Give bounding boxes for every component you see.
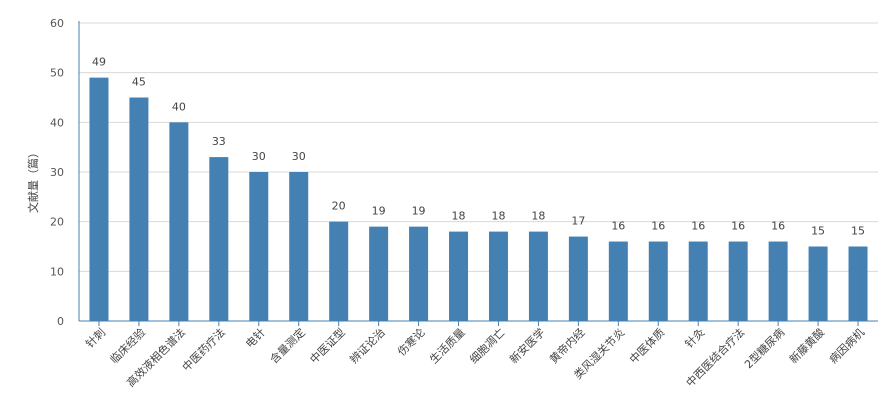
bar	[329, 221, 349, 321]
gridlines	[79, 22, 878, 272]
y-tick-label: 0	[57, 315, 64, 328]
y-tick-label: 50	[50, 67, 64, 80]
bar	[688, 241, 708, 321]
bar	[169, 122, 189, 321]
bar	[528, 231, 548, 321]
bar	[129, 97, 149, 321]
data-label: 30	[292, 150, 306, 163]
y-tick-label: 30	[50, 166, 64, 179]
data-label: 15	[811, 225, 825, 238]
x-axis-labels: 针刺 临床经验高效液相色谱法中医药疗法 电针 含量测定 中医证型 辨证论治 伤寒论 生活质量细…	[83, 321, 867, 390]
x-tick-label: 病因病机	[826, 325, 867, 366]
bar	[249, 172, 269, 321]
data-label: 16	[611, 220, 625, 233]
bar	[648, 241, 668, 321]
bar	[89, 77, 109, 321]
x-tick-label: 临床经验	[107, 325, 148, 366]
data-label: 18	[531, 210, 545, 223]
data-label: 49	[92, 56, 106, 69]
x-tick-label: 细胞凋亡	[467, 325, 508, 366]
data-label: 19	[412, 205, 426, 218]
data-label: 45	[132, 76, 146, 89]
y-tick-label: 40	[50, 116, 64, 129]
x-tick-label: 黄帝内经	[546, 325, 587, 366]
data-label: 16	[651, 220, 665, 233]
x-tick-label: 中医药疗法	[179, 325, 228, 374]
x-tick-label: 中医证型	[307, 325, 348, 366]
y-tick-label: 20	[50, 216, 64, 229]
bar	[369, 226, 389, 321]
data-label: 30	[252, 150, 266, 163]
bar	[568, 236, 588, 321]
data-label: 15	[851, 225, 865, 238]
data-label: 16	[771, 220, 785, 233]
bar	[449, 231, 469, 321]
bar	[608, 241, 628, 321]
x-tick-label: 含量测定	[267, 325, 308, 366]
bar	[768, 241, 788, 321]
bar	[488, 231, 508, 321]
x-tick-label: 生活质量	[427, 325, 468, 366]
bars	[89, 77, 868, 321]
data-label: 16	[731, 220, 745, 233]
x-tick-label: 辨证论治	[347, 325, 388, 366]
bar	[848, 246, 868, 321]
data-labels: 49 45 40 33 30 30 20 19 19 18 18 18 17 16 16 16 16 16 15 15	[92, 56, 865, 238]
bar	[289, 172, 309, 321]
bar	[409, 226, 429, 321]
data-label: 19	[372, 205, 386, 218]
x-tick-label: 针灸	[682, 325, 707, 350]
data-label: 18	[491, 210, 505, 223]
data-label: 20	[332, 200, 346, 213]
data-label: 17	[571, 215, 585, 228]
data-label: 40	[172, 100, 186, 113]
y-tick-label: 10	[50, 265, 64, 278]
y-axis-ticks: 0 10 20 30 40 50 60	[50, 17, 64, 328]
x-tick-label: 中医体质	[626, 325, 667, 366]
x-tick-label: 新藤黄酸	[786, 325, 827, 366]
x-tick-label: 2型糖尿病	[741, 325, 787, 371]
data-label: 18	[452, 210, 466, 223]
y-axis-title: 文献量（篇）	[26, 147, 40, 213]
x-tick-label: 伤寒论	[394, 325, 427, 358]
bar	[728, 241, 748, 321]
data-label: 16	[691, 220, 705, 233]
x-tick-label: 针刺	[83, 325, 108, 350]
x-tick-label: 新安医学	[507, 325, 548, 366]
y-tick-label: 60	[50, 17, 64, 30]
data-label: 33	[212, 135, 226, 148]
bar	[808, 246, 828, 321]
x-tick-label: 电针	[242, 325, 267, 350]
bar	[209, 157, 229, 321]
